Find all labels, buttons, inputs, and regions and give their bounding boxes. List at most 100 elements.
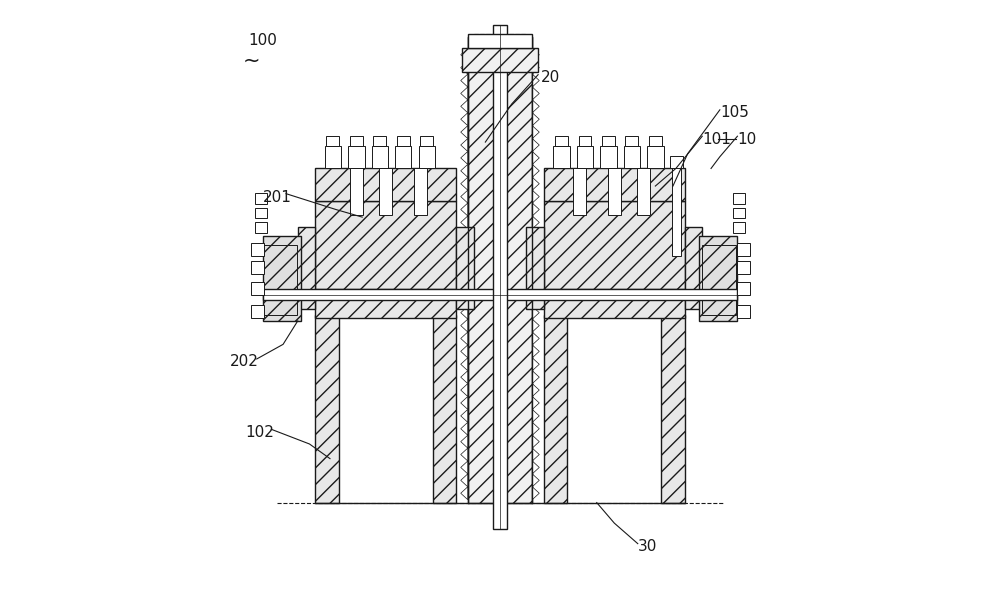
Bar: [263, 236, 301, 321]
Polygon shape: [532, 345, 539, 358]
Polygon shape: [532, 190, 539, 203]
Bar: [733, 223, 745, 233]
Polygon shape: [461, 487, 468, 499]
Bar: [637, 168, 650, 216]
Bar: [315, 168, 456, 201]
Polygon shape: [532, 474, 539, 487]
Bar: [737, 261, 750, 274]
Polygon shape: [532, 306, 539, 319]
Bar: [263, 244, 297, 315]
Bar: [649, 135, 662, 146]
Bar: [263, 289, 737, 300]
Bar: [526, 227, 544, 309]
Polygon shape: [532, 138, 539, 151]
Bar: [315, 315, 339, 502]
Polygon shape: [461, 74, 468, 87]
Polygon shape: [532, 409, 539, 422]
Text: 30: 30: [638, 539, 657, 554]
Polygon shape: [461, 306, 468, 319]
Bar: [672, 166, 681, 256]
Polygon shape: [532, 383, 539, 396]
Text: 105: 105: [720, 105, 749, 120]
Polygon shape: [461, 448, 468, 461]
Polygon shape: [461, 241, 468, 254]
Bar: [462, 48, 538, 72]
Polygon shape: [461, 229, 468, 241]
Bar: [647, 146, 664, 168]
Bar: [350, 135, 363, 146]
Bar: [315, 201, 456, 292]
Bar: [553, 146, 570, 168]
Polygon shape: [461, 254, 468, 267]
Bar: [251, 243, 264, 256]
Polygon shape: [532, 100, 539, 112]
Bar: [420, 135, 433, 146]
Polygon shape: [532, 267, 539, 280]
Bar: [685, 227, 702, 309]
Polygon shape: [461, 112, 468, 125]
Polygon shape: [532, 461, 539, 474]
Polygon shape: [461, 151, 468, 164]
Bar: [737, 305, 750, 318]
Polygon shape: [532, 422, 539, 435]
Bar: [326, 135, 339, 146]
Bar: [433, 315, 456, 502]
Polygon shape: [461, 435, 468, 448]
Polygon shape: [532, 332, 539, 345]
Polygon shape: [461, 461, 468, 474]
Polygon shape: [532, 112, 539, 125]
Bar: [255, 208, 267, 219]
Bar: [555, 135, 568, 146]
Bar: [493, 25, 507, 529]
Text: 20: 20: [541, 70, 560, 85]
Polygon shape: [532, 125, 539, 138]
Text: 201: 201: [263, 190, 291, 206]
Polygon shape: [532, 216, 539, 229]
Bar: [251, 305, 264, 318]
Bar: [325, 146, 341, 168]
Polygon shape: [532, 319, 539, 332]
Polygon shape: [461, 358, 468, 370]
Text: 10: 10: [737, 132, 757, 147]
Polygon shape: [461, 164, 468, 177]
Polygon shape: [461, 48, 468, 61]
Polygon shape: [532, 74, 539, 87]
Bar: [608, 168, 621, 216]
Text: 102: 102: [245, 425, 274, 440]
Bar: [544, 315, 567, 502]
Bar: [544, 289, 685, 318]
Polygon shape: [461, 100, 468, 112]
Bar: [737, 282, 750, 294]
Bar: [414, 168, 427, 216]
Bar: [379, 168, 392, 216]
Polygon shape: [461, 216, 468, 229]
Bar: [670, 155, 683, 168]
Bar: [419, 146, 435, 168]
Polygon shape: [532, 177, 539, 190]
Bar: [255, 193, 267, 204]
Bar: [255, 223, 267, 233]
Polygon shape: [532, 164, 539, 177]
Polygon shape: [532, 229, 539, 241]
Bar: [372, 146, 388, 168]
Bar: [397, 135, 410, 146]
Polygon shape: [461, 409, 468, 422]
Polygon shape: [461, 190, 468, 203]
Polygon shape: [532, 358, 539, 370]
Polygon shape: [461, 319, 468, 332]
Bar: [733, 193, 745, 204]
Bar: [702, 244, 736, 315]
Polygon shape: [532, 280, 539, 293]
Bar: [395, 146, 411, 168]
Polygon shape: [532, 48, 539, 61]
Bar: [624, 146, 640, 168]
Text: 202: 202: [230, 355, 259, 369]
Bar: [251, 282, 264, 294]
Polygon shape: [532, 87, 539, 100]
Polygon shape: [461, 345, 468, 358]
Polygon shape: [461, 267, 468, 280]
Bar: [544, 201, 685, 292]
Bar: [348, 146, 365, 168]
Text: 100: 100: [248, 34, 277, 48]
Polygon shape: [461, 87, 468, 100]
